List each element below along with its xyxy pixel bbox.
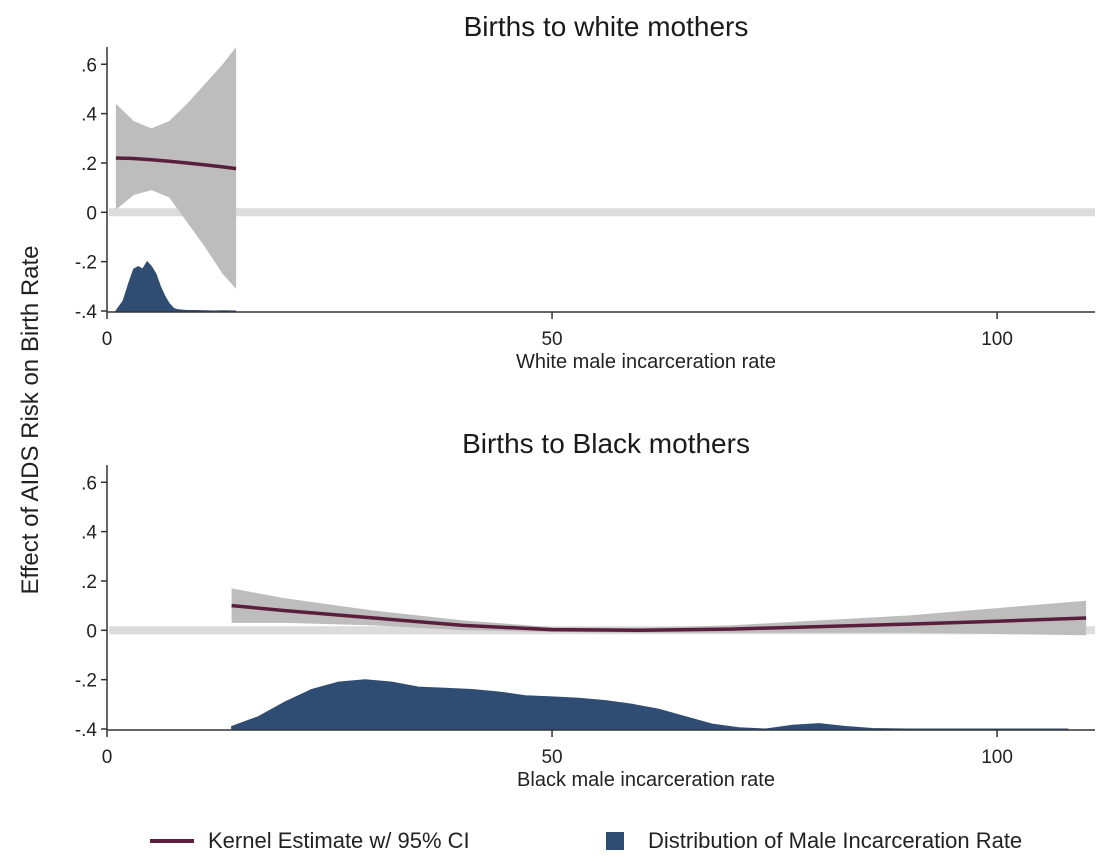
legend-line-swatch: [150, 839, 194, 843]
x-axis-label: Black male incarceration rate: [517, 769, 775, 791]
x-tick-label: 50: [541, 747, 562, 768]
figure: Effect of AIDS Risk on Birth Rate Births…: [17, 11, 1095, 791]
kernel-estimate-line: [231, 603, 1087, 633]
x-axis-label: White male incarceration rate: [516, 351, 776, 373]
x-tick-label: 0: [102, 747, 113, 768]
legend-item-kernel: Kernel Estimate w/ 95% CI: [150, 828, 470, 854]
panel-black-mothers: Births to Black mothers -.4 -.2 0 .2 .4 .6 0 50 1…: [75, 428, 1095, 791]
y-tick-label: 0: [86, 621, 97, 642]
chart-title: Births to white mothers: [464, 11, 749, 42]
x-tick-label: 100: [981, 747, 1013, 768]
y-tick-label: -.4: [75, 720, 98, 741]
y-tick-label: .4: [81, 105, 97, 126]
y-tick-label: .2: [81, 154, 97, 175]
legend-label-distribution: Distribution of Male Incarceration Rate: [648, 828, 1023, 853]
y-tick-label: .4: [81, 523, 97, 544]
legend: Kernel Estimate w/ 95% CI Distribution o…: [0, 828, 1098, 863]
distribution-density-area: [114, 260, 237, 312]
y-tick-label: .6: [81, 473, 97, 494]
y-axis-label: Effect of AIDS Risk on Birth Rate: [17, 245, 44, 594]
confidence-interval-band: [115, 47, 237, 289]
y-tick-label: -.2: [75, 253, 97, 274]
legend-label-kernel: Kernel Estimate w/ 95% CI: [208, 828, 470, 853]
legend-box-swatch: [606, 832, 624, 850]
x-tick-label: 100: [981, 329, 1013, 350]
y-tick-label: -.4: [75, 302, 98, 323]
chart-title: Births to Black mothers: [462, 428, 750, 459]
x-tick-label: 50: [541, 329, 562, 350]
x-tick-label: 0: [102, 329, 113, 350]
distribution-density-area: [231, 679, 1069, 730]
y-tick-label: -.2: [75, 671, 97, 692]
panel-white-mothers: Births to white mothers -.4 -.2 0 .2 .4 .6 0 50 1…: [75, 11, 1095, 373]
y-tick-label: 0: [86, 203, 97, 224]
y-tick-label: .2: [81, 572, 97, 593]
kernel-estimate-line: [115, 156, 237, 171]
y-tick-label: .6: [81, 55, 97, 76]
legend-item-distribution: Distribution of Male Incarceration Rate: [606, 828, 1022, 854]
